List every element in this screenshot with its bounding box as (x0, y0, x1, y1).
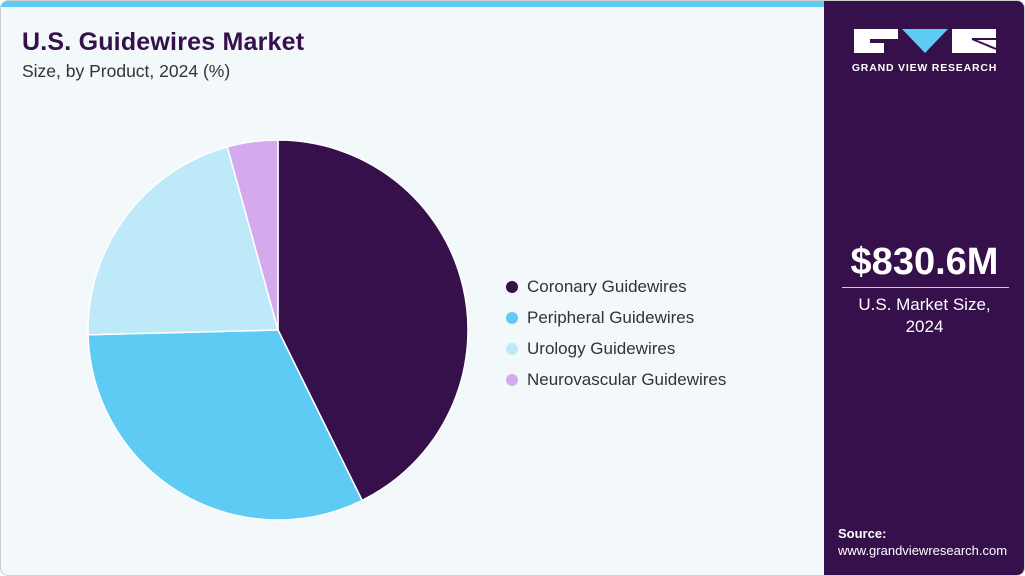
legend-item-neurovascular: Neurovascular Guidewires (506, 364, 726, 395)
legend-item-urology: Urology Guidewires (506, 333, 726, 364)
pie-slice-coronary-guidewires (277, 139, 469, 502)
legend-label: Neurovascular Guidewires (527, 369, 727, 389)
market-size-caption: U.S. Market Size, 2024 (824, 294, 1024, 338)
legend-dot-icon (506, 373, 518, 386)
legend-dot-icon (506, 280, 518, 293)
divider (842, 287, 1009, 288)
legend: Coronary Guidewires Peripheral Guidewire… (506, 271, 726, 395)
source-url: www.grandviewresearch.com (838, 543, 1008, 558)
legend-item-peripheral: Peripheral Guidewires (506, 302, 726, 333)
caption-line-2: 2024 (905, 317, 944, 336)
logo-text: GRAND VIEW RESEARCH (851, 62, 998, 74)
legend-label: Coronary Guidewires (527, 276, 687, 296)
pie-chart (87, 139, 469, 521)
source-label: Source: (838, 526, 887, 541)
sidebar-panel: GRAND VIEW RESEARCH $830.6M U.S. Market … (824, 1, 1024, 575)
chart-title: U.S. Guidewires Market (22, 28, 305, 56)
legend-dot-icon (506, 311, 518, 324)
pie-slice-urology-guidewires (87, 145, 279, 336)
caption-line-1: U.S. Market Size, (858, 295, 991, 314)
market-size-value: $830.6M (850, 241, 999, 283)
legend-label: Peripheral Guidewires (527, 307, 695, 327)
legend-item-coronary: Coronary Guidewires (506, 271, 726, 302)
gvr-logo-icon (854, 29, 996, 53)
pie-slice-peripheral-guidewires (87, 329, 364, 521)
pie-slice-neurovascular-guidewires (226, 139, 279, 331)
chart-subtitle: Size, by Product, 2024 (%) (22, 61, 231, 81)
legend-label: Urology Guidewires (527, 338, 676, 358)
accent-bar (1, 1, 824, 7)
legend-dot-icon (506, 342, 518, 355)
